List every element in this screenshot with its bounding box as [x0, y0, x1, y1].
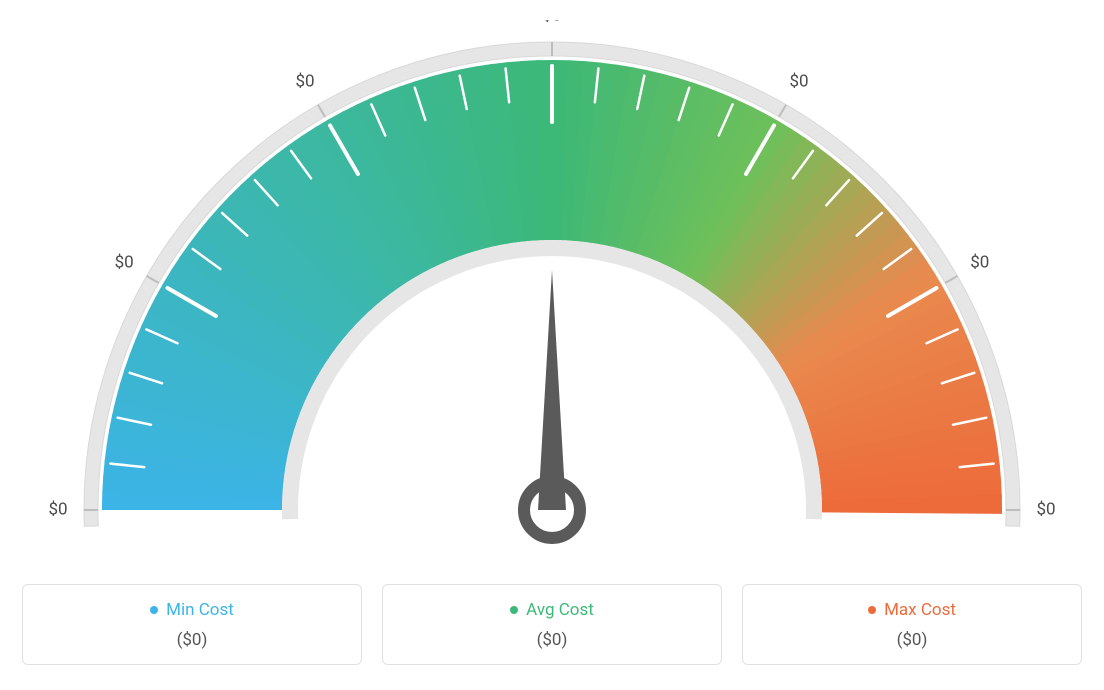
legend-dot-avg	[510, 606, 518, 614]
legend-value-min: ($0)	[43, 630, 341, 650]
legend-label-avg: Avg Cost	[510, 600, 594, 620]
gauge-tick-label: $0	[970, 252, 989, 272]
legend-value-avg: ($0)	[403, 630, 701, 650]
legend-card-min: Min Cost ($0)	[22, 584, 362, 665]
legend-dot-max	[868, 606, 876, 614]
gauge-tick-label: $0	[542, 20, 561, 25]
gauge-needle	[538, 270, 566, 510]
gauge-tick-label: $0	[115, 252, 134, 272]
legend-label-max: Max Cost	[868, 600, 956, 620]
gauge-tick-label: $0	[1036, 499, 1055, 519]
legend-value-max: ($0)	[763, 630, 1061, 650]
gauge-dial: $0 $0 $0 $0 $0 $0 $0	[42, 20, 1062, 554]
legend-card-avg: Avg Cost ($0)	[382, 584, 722, 665]
legend-dot-min	[150, 606, 158, 614]
legend-label-avg-text: Avg Cost	[526, 600, 594, 620]
cost-gauge-chart: $0 $0 $0 $0 $0 $0 $0 Min Cost ($0) Avg Cost ($…	[20, 20, 1084, 665]
gauge-tick-label: $0	[295, 72, 314, 92]
gauge-tick-label: $0	[48, 499, 67, 519]
legend-card-max: Max Cost ($0)	[742, 584, 1082, 665]
legend-label-max-text: Max Cost	[884, 600, 956, 620]
legend: Min Cost ($0) Avg Cost ($0) Max Cost ($0…	[20, 584, 1084, 665]
legend-label-min-text: Min Cost	[166, 600, 234, 620]
legend-label-min: Min Cost	[150, 600, 234, 620]
gauge-tick-label: $0	[789, 72, 808, 92]
